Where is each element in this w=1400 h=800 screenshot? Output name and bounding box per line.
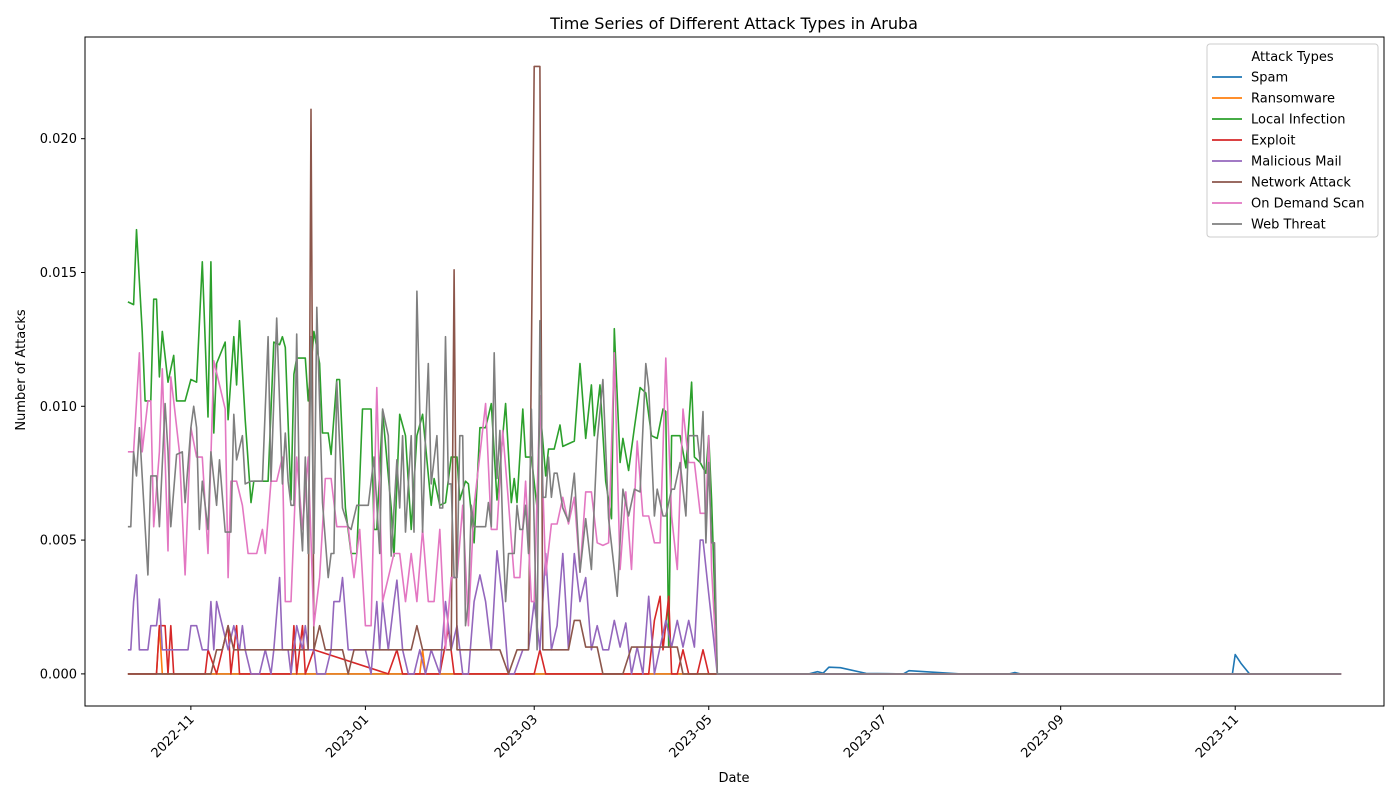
y-tick-label: 0.015 xyxy=(40,266,77,281)
plot-area xyxy=(84,36,1385,707)
y-axis-title: Number of Attacks xyxy=(14,309,29,431)
x-axis-title: Date xyxy=(718,771,749,786)
legend-item-label: On Demand Scan xyxy=(1251,197,1364,212)
y-tick-label: 0.010 xyxy=(40,400,77,415)
legend-item-label: Local Infection xyxy=(1251,113,1346,128)
legend-item-label: Malicious Mail xyxy=(1251,155,1342,170)
legend-item-label: Ransomware xyxy=(1251,92,1335,107)
series-line-spam xyxy=(127,653,1342,675)
x-tick-label: 2023-09 xyxy=(1018,712,1067,761)
legend-title: Attack Types xyxy=(1251,50,1333,65)
series-line-on-demand-scan xyxy=(127,352,1342,675)
y-axis: 0.000 0.005 0.010 0.015 0.020 xyxy=(40,132,85,682)
y-tick-label: 0.020 xyxy=(40,132,77,147)
y-tick-label: 0.000 xyxy=(40,667,77,682)
legend-item-label: Network Attack xyxy=(1251,176,1351,191)
legend-item-label: Spam xyxy=(1251,71,1288,86)
series-line-malicious-mail xyxy=(127,539,1342,675)
x-tick-label: 2023-07 xyxy=(841,712,890,761)
x-tick-label: 2023-03 xyxy=(492,712,541,761)
legend-item-label: Web Threat xyxy=(1251,218,1326,233)
x-axis: 2022-11 2023-01 2023-03 2023-05 2023-07 2023-… xyxy=(149,706,1242,761)
legend-box xyxy=(1206,43,1379,238)
legend-item-label: Exploit xyxy=(1251,134,1295,149)
chart-title: Time Series of Different Attack Types in… xyxy=(549,14,918,33)
y-tick-label: 0.005 xyxy=(40,534,77,549)
x-tick-label: 2023-01 xyxy=(323,712,372,761)
x-tick-label: 2022-11 xyxy=(149,712,198,761)
x-tick-label: 2023-11 xyxy=(1193,712,1242,761)
series-line-network-attack xyxy=(127,65,1342,675)
series-line-exploit xyxy=(127,595,1342,675)
series-line-web-threat xyxy=(127,290,1342,675)
x-tick-label: 2023-05 xyxy=(667,712,716,761)
plot-frame xyxy=(84,36,1385,707)
legend: Attack Types Spam Ransomware Local Infectio… xyxy=(1206,43,1379,238)
